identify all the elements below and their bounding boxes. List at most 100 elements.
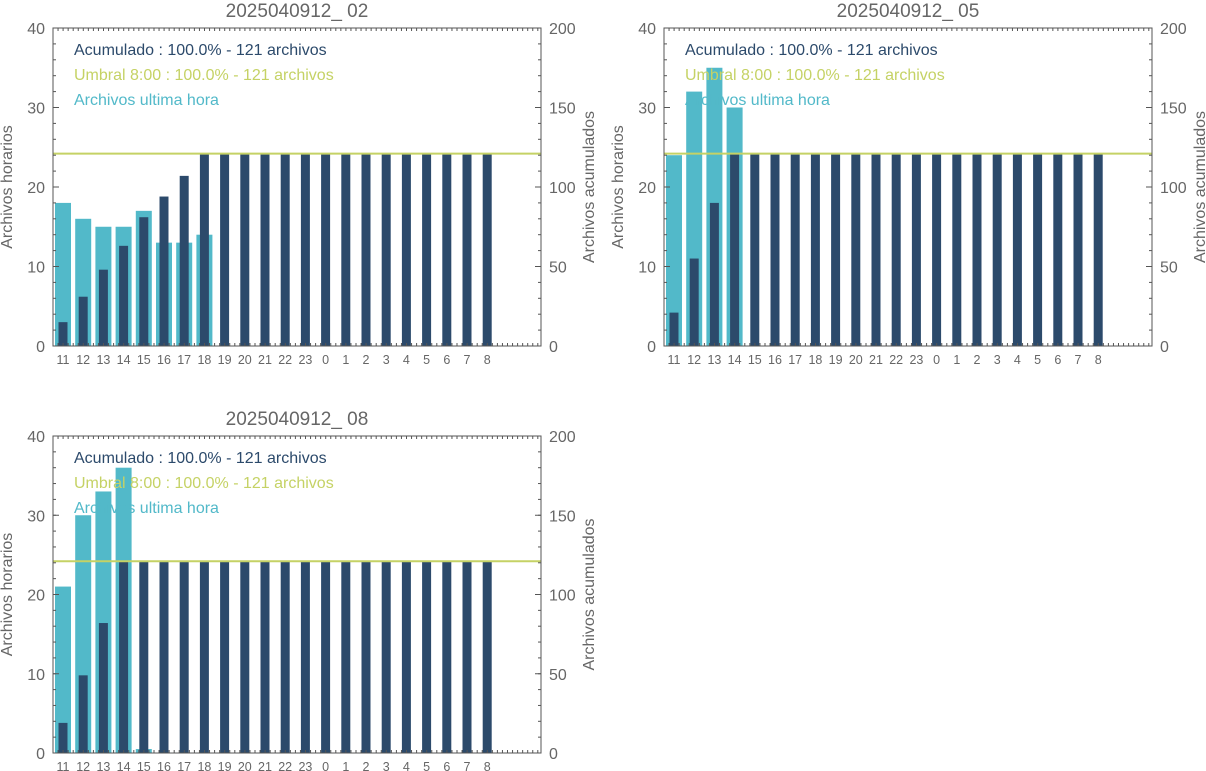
x-tick-label: 19 bbox=[829, 353, 843, 367]
cumulative-bar-4 bbox=[401, 153, 411, 346]
left-tick-label: 10 bbox=[27, 260, 45, 277]
x-tick-label: 21 bbox=[869, 353, 883, 367]
x-tick-label: 3 bbox=[383, 353, 390, 367]
cumulative-bar-19 bbox=[220, 153, 230, 346]
right-axis-title: Archivos acumulados bbox=[581, 518, 598, 670]
x-tick-label: 18 bbox=[808, 353, 822, 367]
x-tick-label: 0 bbox=[933, 353, 940, 367]
x-tick-label: 5 bbox=[1034, 353, 1041, 367]
x-tick-label: 13 bbox=[96, 760, 110, 771]
x-tick-label: 5 bbox=[423, 760, 430, 771]
cumulative-bar-6 bbox=[442, 153, 452, 346]
x-tick-label: 2 bbox=[974, 353, 981, 367]
cumulative-bar-23 bbox=[300, 561, 310, 753]
x-tick-label: 16 bbox=[157, 760, 171, 771]
x-tick-label: 16 bbox=[768, 353, 782, 367]
left-tick-label: 20 bbox=[27, 180, 45, 197]
cumulative-bar-16 bbox=[159, 561, 169, 753]
right-tick-label: 100 bbox=[549, 180, 576, 197]
x-tick-label: 0 bbox=[322, 760, 329, 771]
x-tick-label: 23 bbox=[298, 353, 312, 367]
right-tick-label: 0 bbox=[1160, 339, 1169, 356]
cumulative-bar-3 bbox=[381, 561, 391, 753]
x-tick-label: 19 bbox=[218, 760, 232, 771]
cumulative-bar-1 bbox=[952, 153, 962, 346]
left-tick-label: 0 bbox=[36, 746, 45, 763]
cumulative-bar-13 bbox=[709, 202, 719, 346]
cumulative-bar-11 bbox=[58, 322, 68, 346]
x-tick-label: 20 bbox=[849, 353, 863, 367]
x-tick-label: 23 bbox=[298, 760, 312, 771]
right-axis-title: Archivos acumulados bbox=[581, 111, 598, 263]
cumulative-bar-18 bbox=[810, 153, 820, 346]
x-tick-label: 14 bbox=[117, 353, 131, 367]
left-tick-label: 10 bbox=[27, 667, 45, 684]
cumulative-bar-6 bbox=[442, 561, 452, 753]
x-tick-label: 8 bbox=[484, 353, 491, 367]
right-tick-label: 150 bbox=[1160, 101, 1187, 118]
right-tick-label: 0 bbox=[549, 746, 558, 763]
x-tick-label: 2 bbox=[363, 760, 370, 771]
x-tick-label: 21 bbox=[258, 353, 272, 367]
x-tick-label: 4 bbox=[403, 760, 410, 771]
legend-entry: Archivos ultima hora bbox=[685, 92, 830, 109]
cumulative-bar-21 bbox=[260, 561, 270, 753]
x-tick-label: 22 bbox=[278, 353, 292, 367]
x-tick-label: 1 bbox=[953, 353, 960, 367]
cumulative-bar-0 bbox=[932, 153, 942, 346]
right-tick-label: 50 bbox=[549, 260, 567, 277]
cumulative-bar-7 bbox=[1073, 153, 1083, 346]
x-tick-label: 4 bbox=[403, 353, 410, 367]
cumulative-bar-7 bbox=[462, 561, 472, 753]
left-tick-label: 10 bbox=[638, 260, 656, 277]
left-tick-label: 20 bbox=[638, 180, 656, 197]
left-axis-title: Archivos horarios bbox=[610, 125, 627, 249]
right-axis-title: Archivos acumulados bbox=[1192, 111, 1206, 263]
x-tick-label: 13 bbox=[96, 353, 110, 367]
cumulative-bar-5 bbox=[1033, 153, 1043, 346]
left-tick-label: 30 bbox=[27, 508, 45, 525]
cumulative-bar-6 bbox=[1053, 153, 1063, 346]
cumulative-bar-23 bbox=[911, 153, 921, 346]
x-tick-label: 18 bbox=[197, 353, 211, 367]
right-tick-label: 100 bbox=[549, 588, 576, 605]
left-tick-label: 30 bbox=[638, 101, 656, 118]
x-tick-label: 8 bbox=[484, 760, 491, 771]
cumulative-bar-20 bbox=[240, 561, 250, 753]
x-tick-label: 13 bbox=[707, 353, 721, 367]
cumulative-bar-11 bbox=[669, 312, 679, 346]
x-tick-label: 6 bbox=[1054, 353, 1061, 367]
left-tick-label: 40 bbox=[638, 21, 656, 38]
x-tick-label: 7 bbox=[464, 760, 471, 771]
cumulative-bar-21 bbox=[260, 153, 270, 346]
cumulative-bar-18 bbox=[199, 561, 209, 753]
legend-entry: Umbral 8:00 : 100.0% - 121 archivos bbox=[685, 67, 945, 84]
x-tick-label: 20 bbox=[238, 353, 252, 367]
x-tick-label: 8 bbox=[1095, 353, 1102, 367]
left-tick-label: 40 bbox=[27, 21, 45, 38]
x-tick-label: 12 bbox=[76, 760, 90, 771]
x-tick-label: 16 bbox=[157, 353, 171, 367]
left-tick-label: 0 bbox=[36, 339, 45, 356]
hourly-bar-11 bbox=[666, 155, 682, 346]
cumulative-bar-17 bbox=[179, 175, 189, 346]
legend-entry: Umbral 8:00 : 100.0% - 121 archivos bbox=[74, 67, 334, 84]
cumulative-bar-0 bbox=[321, 153, 331, 346]
left-tick-label: 20 bbox=[27, 588, 45, 605]
x-tick-label: 7 bbox=[1075, 353, 1082, 367]
x-tick-label: 11 bbox=[668, 353, 681, 367]
cumulative-bar-14 bbox=[119, 561, 129, 753]
left-tick-label: 0 bbox=[647, 339, 656, 356]
left-tick-label: 40 bbox=[27, 429, 45, 446]
x-tick-label: 15 bbox=[137, 760, 151, 771]
x-tick-label: 17 bbox=[788, 353, 802, 367]
cumulative-bar-15 bbox=[139, 561, 149, 753]
right-tick-label: 200 bbox=[549, 429, 576, 446]
chart-title: 2025040912_ 08 bbox=[226, 409, 369, 430]
cumulative-bar-3 bbox=[992, 153, 1002, 346]
hourly-bar-11 bbox=[55, 202, 71, 346]
